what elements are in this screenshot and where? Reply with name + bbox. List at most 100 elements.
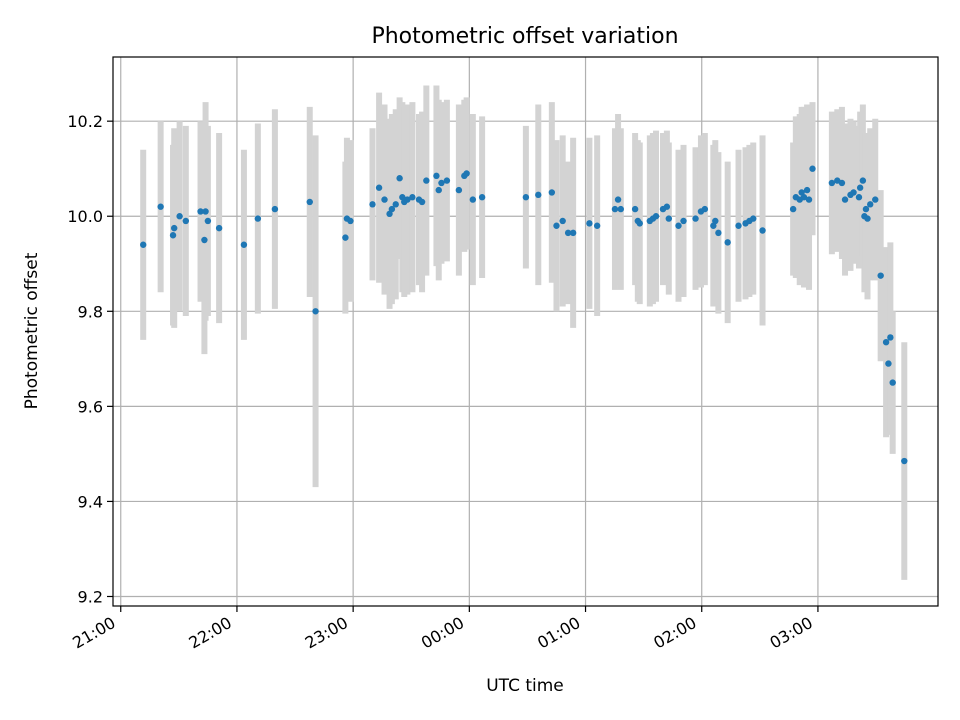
data-point [240, 241, 248, 248]
y-tick-label: 9.8 [78, 302, 103, 321]
data-point [680, 217, 687, 225]
data-point [535, 191, 542, 199]
data-point [433, 172, 440, 180]
data-point [882, 338, 890, 346]
y-tick-label: 9.4 [78, 492, 103, 511]
data-point [140, 241, 147, 248]
data-point [872, 196, 879, 203]
data-point [559, 217, 566, 225]
data-point [789, 205, 797, 213]
data-point [759, 227, 766, 234]
data-point [157, 203, 164, 210]
x-tick-label: 03:00 [766, 613, 815, 653]
data-point [889, 379, 896, 386]
data-point [809, 165, 816, 172]
data-point [375, 184, 383, 191]
data-point [675, 222, 682, 229]
data-point [443, 177, 451, 184]
data-point [887, 334, 894, 341]
y-tick-label: 10.0 [67, 207, 103, 226]
x-tick-label: 21:00 [69, 613, 118, 653]
data-point [254, 215, 262, 222]
data-point [455, 186, 463, 194]
data-point [701, 205, 709, 213]
data-point [197, 208, 204, 215]
data-point [856, 184, 864, 191]
data-point [800, 194, 808, 201]
data-point [522, 194, 530, 201]
data-point [855, 194, 863, 201]
data-point [631, 205, 639, 213]
x-tick-label: 22:00 [186, 613, 235, 653]
data-point [901, 457, 908, 465]
x-tick-label: 01:00 [534, 613, 583, 653]
data-point [469, 196, 477, 203]
data-point [438, 179, 445, 187]
data-point [611, 205, 619, 213]
data-point [828, 179, 836, 187]
data-point [735, 222, 742, 229]
data-point [569, 229, 577, 237]
data-point [750, 215, 757, 222]
data-point [478, 194, 486, 201]
data-point [381, 196, 388, 203]
y-tick-label: 9.6 [78, 397, 103, 416]
data-point [463, 170, 470, 177]
data-point [388, 205, 396, 213]
data-point [715, 229, 722, 237]
data-point [347, 217, 354, 225]
data-point [201, 236, 208, 244]
data-point [885, 360, 892, 367]
data-point [877, 272, 884, 279]
data-point [712, 217, 719, 225]
data-point [215, 224, 223, 232]
point-layer [140, 165, 908, 465]
data-point [841, 196, 849, 203]
data-point [169, 232, 177, 239]
data-point [392, 201, 399, 208]
data-point [435, 186, 442, 194]
data-point [862, 205, 870, 213]
data-point [586, 220, 593, 227]
data-point [617, 205, 624, 213]
data-point [864, 215, 871, 222]
data-point [369, 201, 376, 208]
data-point [838, 179, 846, 187]
data-point [805, 196, 813, 203]
data-point [306, 198, 313, 206]
data-point [404, 196, 411, 203]
data-point [614, 196, 622, 203]
data-point [564, 229, 572, 237]
plot-frame [112, 56, 939, 607]
data-point [553, 222, 560, 229]
data-point [548, 189, 556, 196]
y-axis-label: Photometric offset [22, 252, 42, 409]
data-point [665, 215, 673, 222]
data-point [202, 208, 209, 215]
x-axis-label: UTC time [486, 676, 564, 696]
data-point [692, 215, 699, 222]
data-point [342, 234, 349, 241]
data-point [867, 201, 874, 208]
data-point [636, 220, 643, 227]
data-point [663, 203, 671, 210]
data-point [859, 177, 867, 184]
data-point [652, 213, 660, 220]
data-point [271, 205, 279, 213]
x-tick-label: 02:00 [650, 613, 699, 653]
data-point [396, 175, 403, 182]
data-point [803, 186, 811, 194]
data-point [423, 177, 430, 184]
errorbar-layer [140, 85, 908, 580]
x-tick-label: 00:00 [418, 613, 467, 653]
data-point [170, 224, 178, 232]
data-point [312, 308, 319, 315]
data-point [850, 189, 857, 196]
chart-title: Photometric offset variation [371, 24, 678, 49]
data-point [418, 198, 426, 206]
data-point [386, 210, 393, 218]
data-point [204, 217, 212, 225]
data-point [724, 239, 731, 246]
data-point [409, 194, 416, 201]
